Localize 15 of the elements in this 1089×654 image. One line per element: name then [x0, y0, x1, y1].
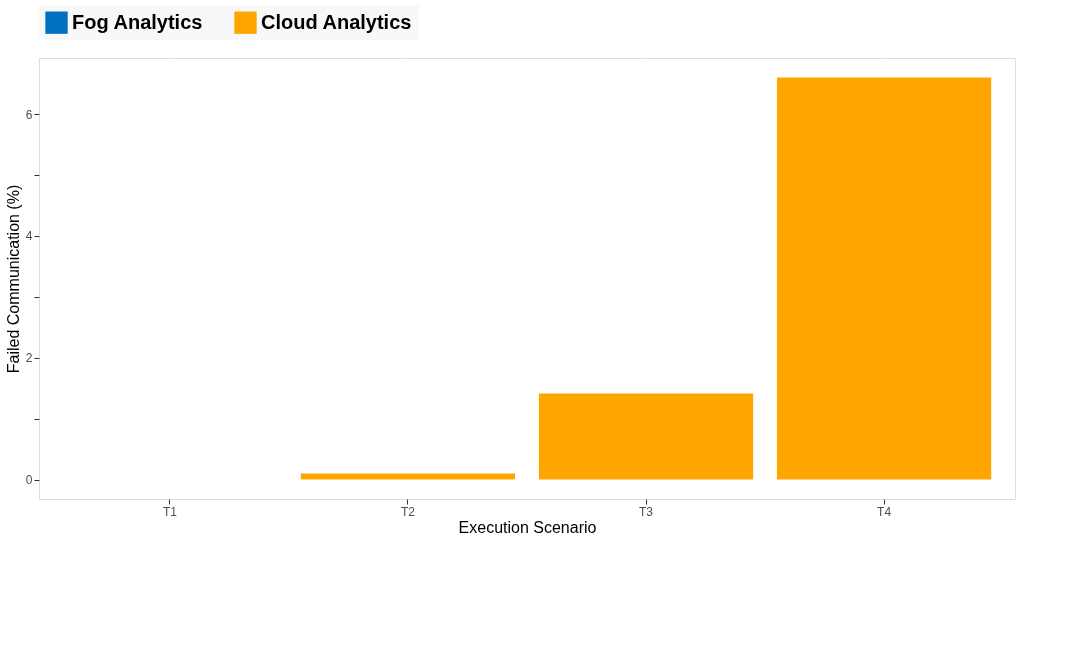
x-tick-label: T2 [400, 504, 416, 519]
bar [538, 393, 754, 480]
x-axis-title: Execution Scenario [458, 518, 597, 536]
bar [300, 473, 516, 480]
legend-label: Cloud Analytics [261, 10, 412, 33]
bar [776, 77, 992, 480]
legend-label: Fog Analytics [72, 10, 203, 33]
y-tick-label: 0 [25, 473, 33, 488]
y-tick-label: 6 [25, 107, 33, 122]
y-axis-title: Failed Communication (%) [4, 184, 22, 374]
y-tick-label: 4 [25, 229, 33, 244]
x-tick-label: T1 [162, 504, 178, 519]
x-tick-label: T3 [639, 504, 654, 519]
y-tick-label: 2 [25, 351, 33, 366]
x-tick-label: T4 [877, 504, 892, 519]
